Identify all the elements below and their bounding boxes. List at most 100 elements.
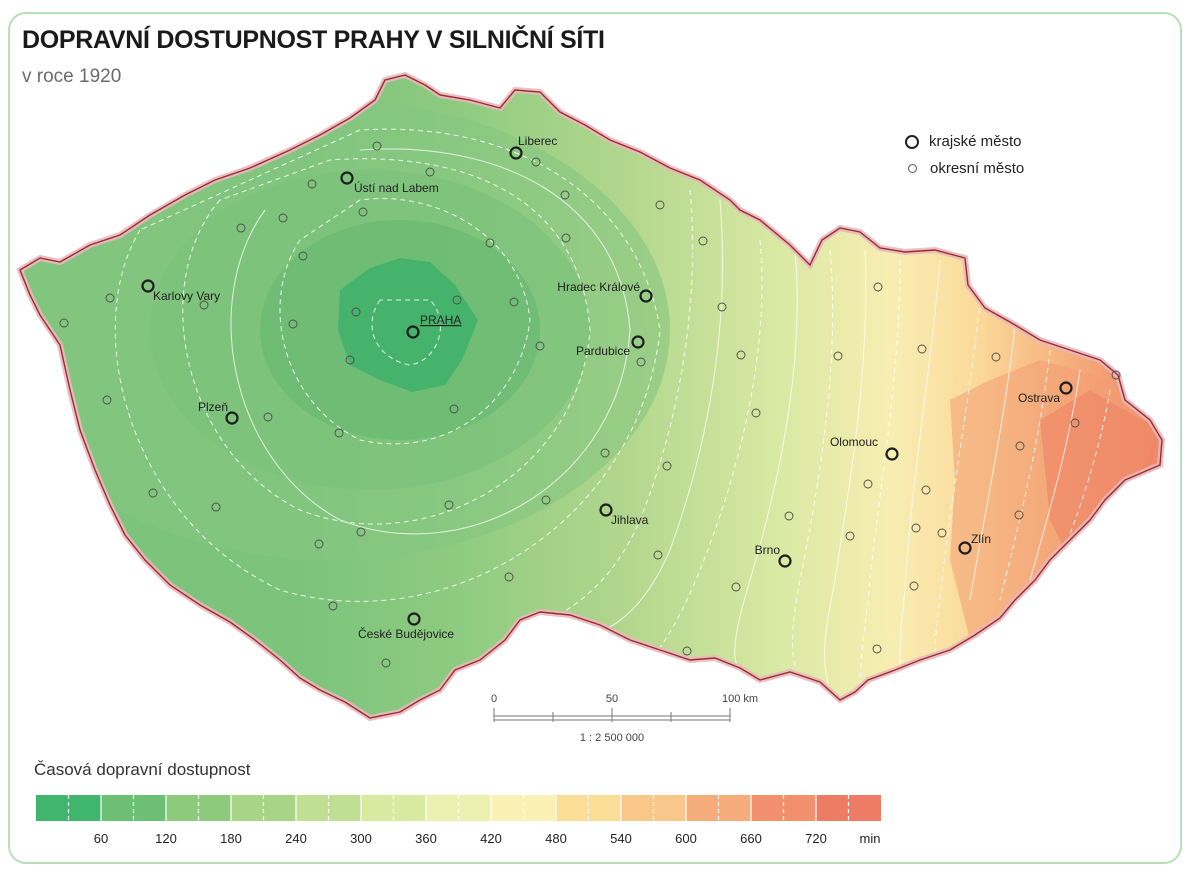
color-scale-tick-label: 360 (415, 831, 437, 846)
district-town-marker (531, 157, 541, 167)
district-town-marker (662, 461, 672, 471)
regional-city-marker (407, 612, 421, 626)
color-scale-bar: 60 120 180 240 300 360 420 480 540 600 660 720 min (36, 795, 881, 846)
city-label: PRAHA (420, 313, 461, 327)
district-town-marker (845, 531, 855, 541)
scale-ratio: 1 : 2 500 000 (580, 732, 644, 744)
color-scale-tick-label: 120 (155, 831, 177, 846)
district-town-marker (307, 179, 317, 189)
district-town-marker (148, 488, 158, 498)
legend-district-town: okresní město (908, 160, 1024, 177)
city-label: Hradec Králové (557, 280, 640, 294)
district-town-marker (509, 297, 519, 307)
district-town-marker (356, 527, 366, 537)
map-frame (8, 12, 1182, 864)
color-scale-tick-label: 420 (480, 831, 502, 846)
city-label: Brno (755, 543, 781, 557)
city-label: Ostrava (1018, 391, 1060, 405)
regional-city-markers: PRAHA Liberec Ústí nad Labem Karlovy Vary Hr… (141, 134, 1073, 641)
city-label: Olomouc (830, 435, 878, 449)
district-town-marker (334, 428, 344, 438)
scale-label-100: 100 km (722, 693, 758, 705)
district-town-marker (873, 282, 883, 292)
regional-city-marker (599, 503, 613, 517)
legend-regional-city: krajské město (905, 133, 1022, 150)
city-label: Plzeň (198, 400, 228, 414)
district-town-marker (560, 190, 570, 200)
district-town-marker (736, 350, 746, 360)
color-scale-tick-label: 600 (675, 831, 697, 846)
district-town-marker (698, 236, 708, 246)
regional-city-marker (958, 541, 972, 555)
district-town-marker (541, 495, 551, 505)
district-town-markers (59, 141, 1121, 668)
city-label: České Budějovice (358, 626, 454, 641)
district-town-marker (328, 601, 338, 611)
city-label: Jihlava (611, 513, 649, 527)
district-town-marker (504, 572, 514, 582)
district-town-marker (682, 646, 692, 656)
district-town-marker (833, 351, 843, 361)
map-title: DOPRAVNÍ DOSTUPNOST PRAHY V SILNIČNÍ SÍT… (22, 26, 605, 54)
color-scale-tick-label: 480 (545, 831, 567, 846)
district-town-marker (199, 300, 209, 310)
district-town-marker (236, 223, 246, 233)
scale-bar: 0 50 100 km 1 : 2 500 000 (491, 693, 758, 744)
district-town-marker (444, 500, 454, 510)
district-town-marker (561, 233, 571, 243)
district-town-marker (298, 251, 308, 261)
district-town-marker (381, 658, 391, 668)
district-town-marker (59, 318, 69, 328)
regional-city-marker (406, 325, 420, 339)
district-town-marker (288, 319, 298, 329)
district-town-marker (485, 238, 495, 248)
city-label: Pardubice (576, 344, 630, 358)
district-town-marker (1015, 441, 1025, 451)
district-town-marker (314, 539, 324, 549)
district-town-marker (452, 295, 462, 305)
district-town-marker (784, 511, 794, 521)
district-town-marker (917, 344, 927, 354)
color-scale-unit: min (860, 831, 881, 846)
district-town-marker (909, 581, 919, 591)
color-legend-title: Časová dopravní dostupnost (34, 760, 251, 779)
district-town-marker (921, 485, 931, 495)
color-scale-tick-label: 240 (285, 831, 307, 846)
legend-regional-label: krajské město (929, 133, 1022, 150)
district-town-marker (351, 307, 361, 317)
district-town-marker (1014, 510, 1024, 520)
district-town-marker (911, 523, 921, 533)
scale-label-50: 50 (606, 693, 618, 705)
regional-city-marker (639, 289, 653, 303)
district-town-marker (1070, 418, 1080, 428)
regional-city-marker (1059, 381, 1073, 395)
district-town-marker (263, 412, 273, 422)
district-town-marker (1111, 370, 1121, 380)
legend-district-label: okresní město (930, 160, 1025, 177)
color-scale-tick-label: 60 (94, 831, 108, 846)
district-town-marker (102, 395, 112, 405)
district-town-marker (717, 302, 727, 312)
color-scale-tick-label: 300 (350, 831, 372, 846)
color-scale-tick-label: 660 (740, 831, 762, 846)
district-town-marker (105, 293, 115, 303)
scale-label-0: 0 (491, 693, 497, 705)
city-label: Liberec (518, 134, 557, 148)
district-town-marker (449, 404, 459, 414)
district-town-marker (345, 355, 355, 365)
district-town-marker (937, 528, 947, 538)
map-subtitle: v roce 1920 (22, 66, 122, 87)
district-town-marker (372, 141, 382, 151)
regional-city-marker (225, 411, 239, 425)
accessibility-surface (16, 71, 1166, 722)
city-label: Karlovy Vary (153, 289, 220, 303)
district-town-marker (636, 357, 646, 367)
regional-city-marker (778, 554, 792, 568)
city-label: Zlín (971, 532, 991, 546)
district-town-marker (751, 408, 761, 418)
district-town-marker (872, 644, 882, 654)
district-town-marker (731, 582, 741, 592)
district-town-marker (358, 207, 368, 217)
district-town-marker (863, 479, 873, 489)
